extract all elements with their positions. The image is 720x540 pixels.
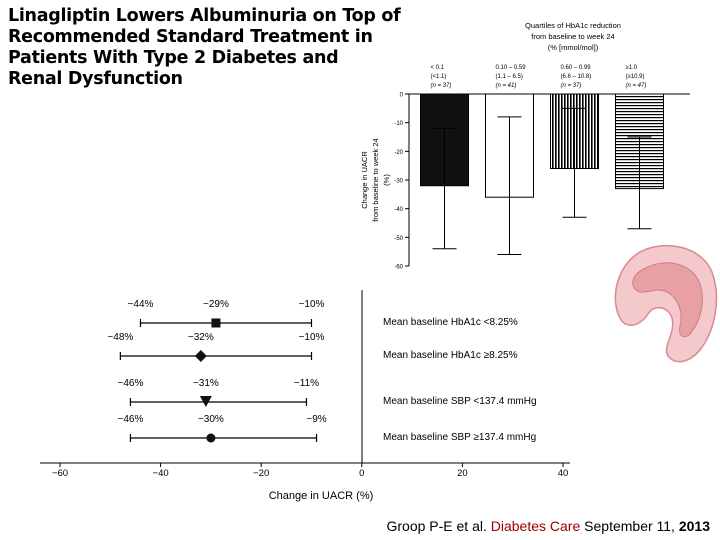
forest-xtick-label: −60 <box>52 468 68 479</box>
forest-point-circle <box>206 433 216 443</box>
bar-chart-title-line: (% [mmol/mol]) <box>548 43 599 52</box>
title-line: Recommended Standard Treatment in <box>8 27 373 47</box>
forest-row-label: Mean baseline SBP <137.4 mmHg <box>383 396 537 407</box>
forest-xtick-label: 20 <box>457 468 468 479</box>
bar-ylabel-line: Change in UACR <box>360 151 369 209</box>
forest-high-label: −10% <box>299 299 325 310</box>
bar-chart-title-line: Quartiles of HbA1c reduction <box>525 21 621 30</box>
bar-category-mmol: (1.1 – 6.5) <box>496 74 523 80</box>
forest-low-label: −46% <box>117 414 143 425</box>
forest-high-label: −9% <box>306 414 326 425</box>
forest-low-label: −48% <box>107 332 133 343</box>
citation-journal: Diabetes Care <box>490 518 581 534</box>
forest-point-triangle <box>199 396 212 407</box>
bar-ylabel-line: from baseline to week 24 <box>371 138 380 221</box>
forest-point-label: −31% <box>193 378 219 389</box>
kidney-illustration <box>614 244 718 363</box>
citation-year: 2013 <box>678 518 710 534</box>
bar-ytick-label: -40 <box>394 207 403 213</box>
forest-high-label: −10% <box>299 332 325 343</box>
forest-point-label: −32% <box>188 332 214 343</box>
forest-xtick-label: 40 <box>558 468 569 479</box>
forest-point-label: −29% <box>203 299 229 310</box>
bar-category-n: (n = 47) <box>626 83 647 89</box>
forest-high-label: −11% <box>294 378 319 389</box>
bar-category-n: (n = 37) <box>561 83 582 89</box>
bar-ytick-label: -50 <box>394 236 403 242</box>
citation-date: September 11, <box>584 518 675 534</box>
bar-category-range: ≥1.0 <box>626 65 638 71</box>
forest-xlabel: Change in UACR (%) <box>269 490 374 502</box>
bar-chart: Quartiles of HbA1c reduction from baseli… <box>360 21 690 271</box>
title-line: Linagliptin Lowers Albuminuria on Top of <box>8 6 401 26</box>
bar-ylabel-line: (%) <box>382 174 391 186</box>
forest-point-label: −30% <box>198 414 224 425</box>
slide-title: Linagliptin Lowers Albuminuria on Top of… <box>8 6 428 90</box>
bar-category-mmol: (6.6 – 10.8) <box>561 74 592 80</box>
bar-ytick-label: 0 <box>400 93 404 99</box>
bar-ytick-label: -30 <box>394 179 403 185</box>
bar-category-n: (n = 37) <box>431 83 452 89</box>
forest-low-label: −44% <box>128 299 154 310</box>
citation: Groop P-E et al. Diabetes Care September… <box>386 518 710 534</box>
bar-ytick-label: -20 <box>394 150 403 156</box>
bar-ytick-label: -10 <box>394 121 403 127</box>
forest-row-label: Mean baseline SBP ≥137.4 mmHg <box>383 432 536 443</box>
bar-chart-title-line: from baseline to week 24 <box>531 32 614 41</box>
bar-category-range: 0.10 – 0.59 <box>496 65 527 71</box>
bar-ytick-label: -60 <box>394 265 403 271</box>
forest-point-diamond <box>194 350 207 362</box>
bar-category-mmol: (<1.1) <box>431 74 447 80</box>
forest-xtick-label: −40 <box>153 468 169 479</box>
forest-plot: −60 −40 −20 0 20 40 −44% −29% −10% Mean baseline… <box>40 290 570 502</box>
forest-low-label: −46% <box>117 378 143 389</box>
forest-row-label: Mean baseline HbA1c <8.25% <box>383 317 518 328</box>
bar-category-range: < 0.1 <box>431 65 445 71</box>
forest-point-square <box>211 318 221 328</box>
forest-xtick-label: −20 <box>253 468 269 479</box>
forest-row-label: Mean baseline HbA1c ≥8.25% <box>383 350 518 361</box>
kidney-inner <box>632 262 703 338</box>
title-line: Patients With Type 2 Diabetes and <box>8 48 339 68</box>
bar-category-mmol: (≥10.9) <box>626 74 645 80</box>
bar-category-range: 0.60 – 0.99 <box>561 65 592 71</box>
title-line: Renal Dysfunction <box>8 69 183 89</box>
bar-category-n: (n = 41) <box>496 83 517 89</box>
forest-xtick-label: 0 <box>359 468 364 479</box>
citation-authors: Groop P-E et al. <box>386 518 487 534</box>
